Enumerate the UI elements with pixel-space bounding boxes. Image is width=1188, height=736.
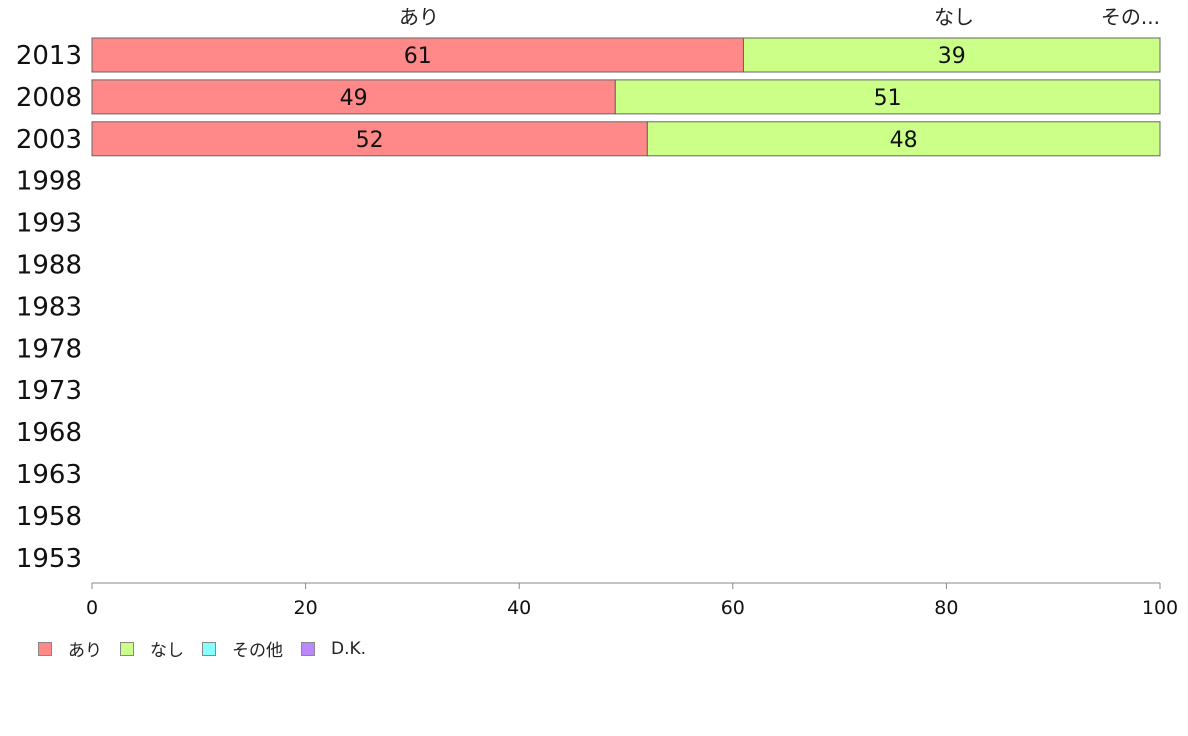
- legend-item-dk: D.K.: [301, 639, 366, 659]
- data-label: 51: [874, 86, 902, 111]
- legend-item-ari: あり: [38, 636, 102, 661]
- x-tick-label: 20: [294, 597, 318, 619]
- category-label: 1988: [16, 251, 82, 281]
- category-label: 1968: [16, 418, 82, 448]
- x-tick-label: 80: [934, 597, 958, 619]
- category-label: 1963: [16, 460, 82, 490]
- legend-label-ari: あり: [68, 641, 102, 661]
- legend-item-nashi: なし: [120, 636, 184, 661]
- data-label: 48: [890, 128, 918, 153]
- x-tick-label: 0: [86, 597, 98, 619]
- legend-swatch-ari: [38, 641, 52, 656]
- data-label: 52: [356, 128, 384, 153]
- x-tick-label: 40: [507, 597, 531, 619]
- data-label: 39: [938, 44, 966, 69]
- data-label: 49: [340, 86, 368, 111]
- bar-segment: [742, 37, 1161, 73]
- category-label: 1983: [16, 292, 82, 322]
- bar-segment: [614, 79, 1161, 115]
- category-label: 2008: [16, 83, 82, 113]
- x-tick-label: 100: [1142, 597, 1178, 619]
- legend-label-dk: D.K.: [331, 638, 367, 659]
- category-label: 1973: [16, 376, 82, 406]
- category-label: 1993: [16, 209, 82, 239]
- legend-item-sonota: その他: [202, 636, 283, 661]
- legend-label-nashi: なし: [150, 641, 184, 661]
- x-tick-label: 60: [721, 597, 745, 619]
- top-label: なし: [934, 5, 974, 29]
- category-label: 1958: [16, 502, 82, 532]
- category-label: 1978: [16, 334, 82, 364]
- legend: あり なし その他 D.K.: [38, 636, 384, 661]
- legend-swatch-sonota: [202, 641, 216, 656]
- bar-segment: [91, 79, 616, 115]
- legend-swatch-dk: [301, 641, 315, 656]
- category-label: 2003: [16, 125, 82, 155]
- top-label: その...: [1101, 5, 1160, 29]
- legend-swatch-nashi: [120, 641, 134, 656]
- category-label: 1953: [16, 544, 82, 574]
- top-label: あり: [399, 5, 439, 29]
- category-label: 1998: [16, 167, 82, 197]
- legend-label-sonota: その他: [232, 641, 283, 661]
- category-label: 2013: [16, 41, 82, 71]
- bar-segment: [91, 37, 744, 73]
- bar-segment: [646, 121, 1161, 157]
- data-label: 61: [404, 44, 432, 69]
- bar-segment: [91, 121, 648, 157]
